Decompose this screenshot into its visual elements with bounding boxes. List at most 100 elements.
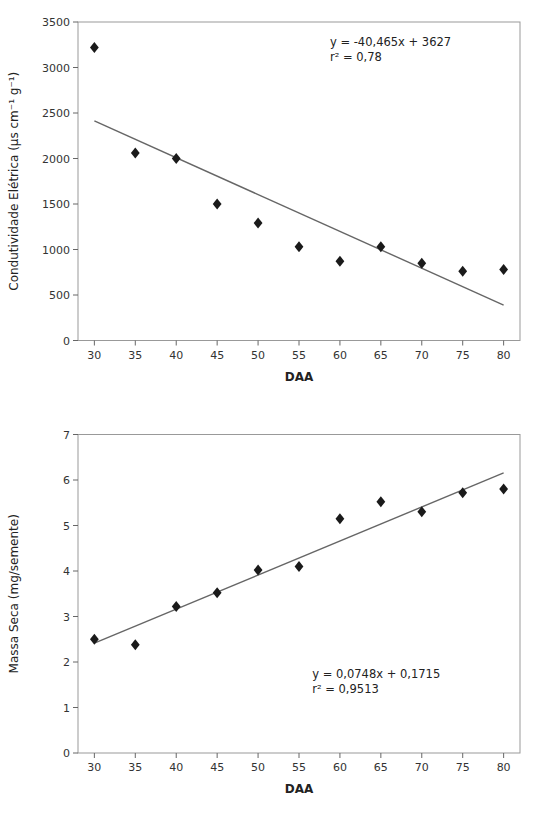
y-axis-label: Massa Seca (mg/semente): [7, 514, 21, 673]
data-point: [90, 42, 99, 53]
x-tick: [135, 341, 136, 346]
data-point: [213, 587, 222, 598]
x-tick-label: 30: [87, 349, 101, 362]
y-tick-label: 1: [63, 702, 70, 715]
chart-panel: 3035404550556065707580050010001500200025…: [7, 16, 520, 384]
x-tick-label: 40: [169, 349, 183, 362]
x-tick: [421, 341, 422, 346]
marks: [90, 42, 508, 305]
x-tick-label: 55: [292, 761, 306, 774]
trend-line: [94, 121, 503, 305]
data-point: [172, 153, 181, 164]
y-tick: [73, 204, 78, 205]
x-tick: [135, 753, 136, 758]
data-point: [458, 487, 467, 498]
y-tick-label: 5: [63, 520, 70, 533]
y-tick-label: 4: [63, 565, 70, 578]
x-tick: [462, 753, 463, 758]
y-tick: [73, 662, 78, 663]
y-tick-label: 3500: [42, 16, 70, 29]
x-tick: [94, 341, 95, 346]
x-tick: [217, 753, 218, 758]
y-tick: [73, 571, 78, 572]
plot-frame: [78, 435, 520, 754]
data-point: [254, 565, 263, 576]
x-tick: [258, 341, 259, 346]
x-tick: [503, 753, 504, 758]
x-tick: [299, 341, 300, 346]
y-tick-label: 1000: [42, 244, 70, 257]
data-point: [131, 148, 140, 159]
data-point: [131, 639, 140, 650]
y-tick-label: 3000: [42, 62, 70, 75]
annotation: y = -40,465x + 3627: [330, 35, 451, 49]
data-point: [336, 256, 345, 267]
x-tick-label: 45: [210, 761, 224, 774]
y-tick: [73, 295, 78, 296]
data-point: [336, 513, 345, 524]
y-tick: [73, 753, 78, 754]
data-point: [376, 241, 385, 252]
annotation: r² = 0,78: [330, 50, 382, 64]
x-tick-label: 65: [374, 761, 388, 774]
y-tick: [73, 67, 78, 68]
y-tick: [73, 525, 78, 526]
y-axis-label: Condutividade Elétrica (μs cm⁻¹ g⁻¹): [7, 72, 21, 291]
x-tick: [339, 753, 340, 758]
chart-panel: 303540455055606570758001234567DAAMassa S…: [7, 429, 520, 797]
data-point: [213, 199, 222, 210]
y-tick: [73, 340, 78, 341]
y-tick-label: 3: [63, 611, 70, 624]
x-tick: [176, 753, 177, 758]
x-tick-label: 50: [251, 761, 265, 774]
data-point: [417, 506, 426, 517]
annotation: r² = 0,9513: [312, 682, 379, 696]
data-point: [90, 634, 99, 645]
y-tick-label: 7: [63, 429, 70, 442]
y-tick: [73, 480, 78, 481]
data-point: [376, 496, 385, 507]
plot-frame: [78, 22, 520, 341]
y-tick: [73, 434, 78, 435]
x-tick: [462, 341, 463, 346]
x-tick: [339, 341, 340, 346]
x-tick: [299, 753, 300, 758]
data-point: [295, 241, 304, 252]
data-point: [172, 601, 181, 612]
x-tick-label: 70: [415, 349, 429, 362]
x-tick-label: 30: [87, 761, 101, 774]
y-tick-label: 2: [63, 656, 70, 669]
x-tick-label: 60: [333, 761, 347, 774]
x-tick-label: 35: [128, 349, 142, 362]
y-tick-label: 2000: [42, 153, 70, 166]
data-point: [499, 264, 508, 275]
x-tick-label: 70: [415, 761, 429, 774]
y-tick-label: 2500: [42, 107, 70, 120]
y-tick: [73, 249, 78, 250]
data-point: [499, 484, 508, 495]
x-tick: [217, 341, 218, 346]
y-tick-label: 1500: [42, 198, 70, 211]
x-tick-label: 45: [210, 349, 224, 362]
y-tick-label: 0: [63, 335, 70, 348]
y-tick: [73, 113, 78, 114]
y-tick: [73, 158, 78, 159]
y-tick: [73, 616, 78, 617]
x-tick-label: 40: [169, 761, 183, 774]
x-axis-label: DAA: [285, 370, 314, 384]
y-tick-label: 0: [63, 747, 70, 760]
figure: 3035404550556065707580050010001500200025…: [0, 0, 538, 825]
data-point: [295, 561, 304, 572]
x-tick: [258, 753, 259, 758]
x-tick: [503, 341, 504, 346]
x-tick: [176, 341, 177, 346]
y-tick-label: 6: [63, 474, 70, 487]
trend-line: [94, 473, 503, 643]
x-tick-label: 55: [292, 349, 306, 362]
x-tick: [421, 753, 422, 758]
y-tick: [73, 22, 78, 23]
data-point: [417, 258, 426, 269]
x-tick: [380, 341, 381, 346]
x-tick-label: 75: [456, 761, 470, 774]
x-tick-label: 65: [374, 349, 388, 362]
